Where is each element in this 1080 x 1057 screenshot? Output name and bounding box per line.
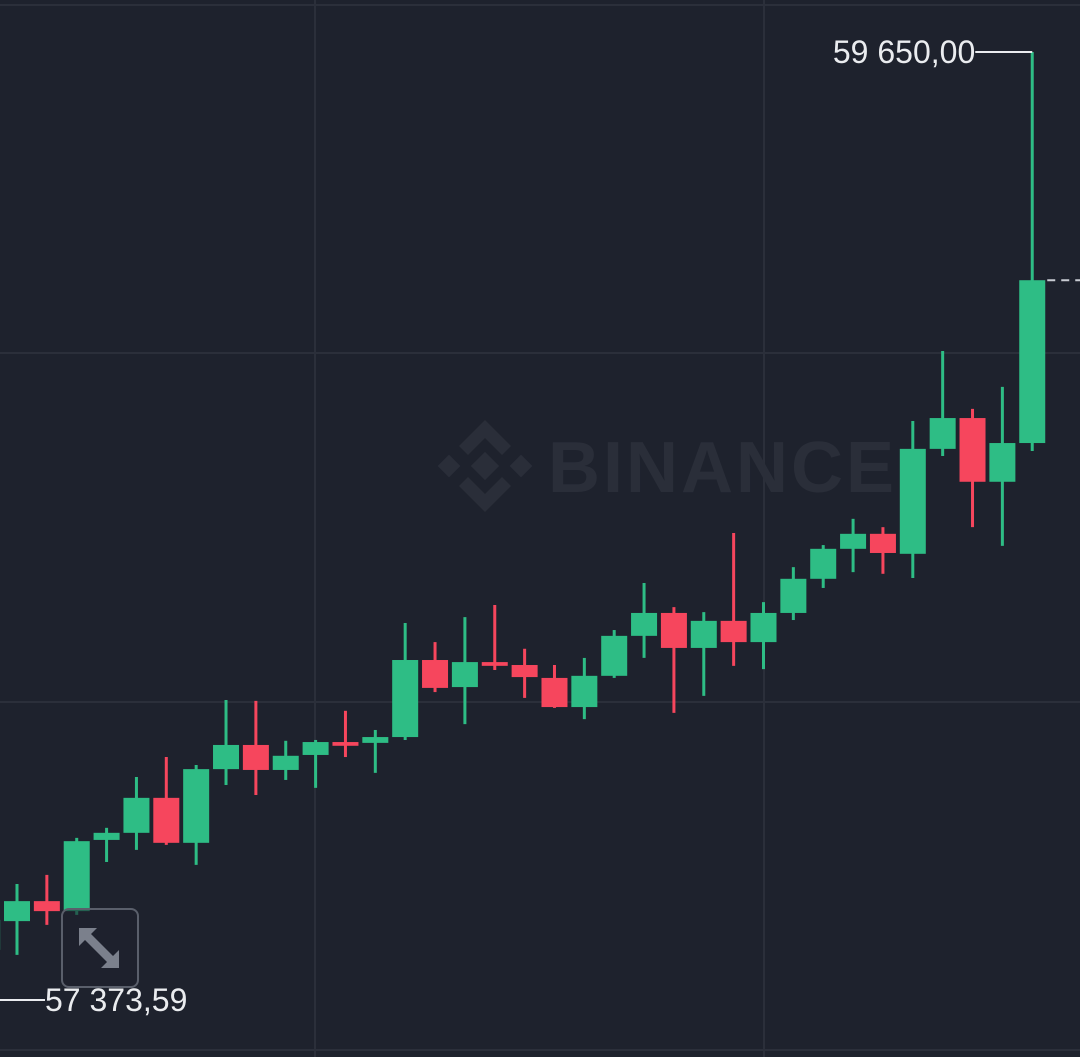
high-marker: 59 650,00 [833, 34, 1033, 70]
candle-body [660, 612, 687, 648]
candle-body [810, 548, 837, 579]
candle-body [4, 901, 30, 922]
candle-body [541, 677, 568, 708]
candle-up [810, 545, 837, 588]
candle-body [63, 841, 90, 912]
fullscreen-button[interactable] [61, 908, 139, 988]
candle-up [123, 777, 150, 850]
candle-down [660, 607, 687, 713]
candle-up [631, 582, 658, 658]
candle-body [869, 533, 896, 553]
candle-body [601, 635, 628, 676]
candle-body [183, 769, 210, 843]
candle-up [750, 602, 777, 670]
candle-body [153, 797, 180, 843]
candle-body [1019, 280, 1046, 444]
candle-up [302, 739, 329, 788]
candle-up [780, 567, 807, 621]
candle-body [33, 901, 60, 912]
candle-up [601, 630, 628, 678]
watermark-text: BINANCE [548, 428, 897, 508]
candle-up [929, 351, 956, 456]
candle-body [362, 737, 389, 743]
candle-up [451, 617, 478, 725]
candle-body [302, 742, 329, 755]
candle-body [511, 665, 538, 678]
candle-up [1019, 52, 1046, 451]
high-price-label: 59 650,00 [833, 34, 975, 70]
candle-body [720, 620, 747, 643]
candle-up [989, 386, 1016, 546]
candle-body [123, 797, 150, 833]
candle-down [332, 710, 359, 758]
candle-body [929, 418, 956, 449]
low-marker: 57 373,59 [0, 982, 187, 1018]
candle-body [840, 533, 867, 549]
candle-down [153, 757, 180, 845]
candle-down [33, 874, 60, 925]
candle-body [242, 744, 269, 770]
candle-up [690, 612, 717, 696]
candle-down [481, 605, 508, 671]
candle-down [541, 665, 568, 708]
candle-body [213, 744, 240, 770]
expand-arrows-icon [79, 928, 119, 968]
candle-body [332, 742, 359, 746]
candle-up [272, 740, 299, 780]
candle-up [183, 764, 210, 865]
candle-up [63, 837, 90, 915]
candle-up [899, 420, 926, 578]
candle-body [571, 675, 598, 708]
candle-up [4, 884, 30, 955]
candle-body [422, 660, 449, 688]
candle-up [392, 622, 419, 740]
candle-down [422, 642, 449, 693]
candle-body [451, 662, 478, 688]
low-price-label: 57 373,59 [45, 982, 187, 1018]
candle-body [750, 612, 777, 643]
candle-down [959, 408, 986, 528]
binance-watermark: BINANCE [437, 420, 897, 512]
candle-body [631, 612, 658, 636]
binance-logo-icon [437, 420, 533, 512]
candle-body [899, 448, 926, 554]
candle-down [511, 648, 538, 698]
candle-up [840, 518, 867, 573]
candle-up [93, 827, 120, 862]
candle-down [720, 532, 747, 666]
candle-body [93, 832, 120, 840]
candle-body [690, 620, 717, 648]
candle-body [989, 443, 1016, 482]
candle-body [392, 660, 419, 738]
candles [0, 52, 1046, 955]
candle-up [362, 729, 389, 773]
candle-down [869, 527, 896, 574]
candle-body [272, 755, 299, 770]
candle-down [242, 700, 269, 795]
candle-up [213, 699, 240, 785]
candle-body [481, 662, 508, 666]
candle-body [959, 418, 986, 482]
candle-body [780, 578, 807, 613]
candle-up [571, 657, 598, 720]
